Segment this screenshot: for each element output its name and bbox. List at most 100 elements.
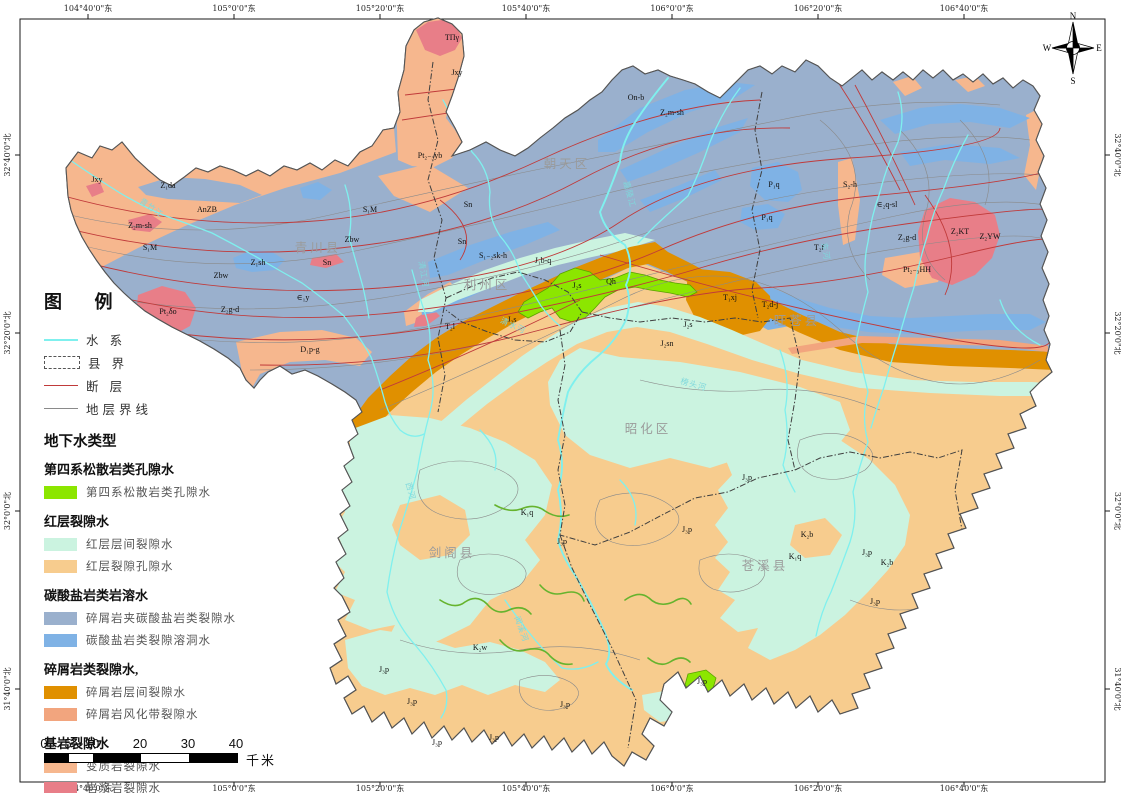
lon-label-bottom: 104°40'0"东 bbox=[64, 783, 112, 793]
geology-code-label: T₁xj bbox=[723, 293, 737, 302]
legend-item-label: 红层层间裂隙水 bbox=[86, 539, 174, 551]
geology-code-label: J₂s bbox=[572, 281, 581, 290]
lon-label-top: 106°0'0"东 bbox=[650, 3, 693, 13]
geology-code-label: J₃p bbox=[862, 548, 872, 557]
river-label: 清江河 bbox=[417, 260, 432, 288]
geology-code-label: S₁M bbox=[363, 205, 377, 214]
geology-code-label: P₁q bbox=[761, 213, 772, 222]
geology-code-label: Pt₂₋₃yb bbox=[418, 151, 442, 160]
legend-swatch-item: 碎屑岩风化带裂隙水 bbox=[44, 703, 294, 725]
legend-swatch-item: 碎屑岩层间裂隙水 bbox=[44, 681, 294, 703]
geology-code-label: J₃p bbox=[432, 738, 442, 747]
county-label: 苍溪县 bbox=[742, 559, 789, 573]
geology-code-label: J₃p bbox=[489, 733, 499, 742]
geology-code-label: Zbw bbox=[214, 271, 229, 280]
legend-item-label: 水 系 bbox=[86, 334, 127, 348]
region-mint-belt bbox=[418, 233, 655, 312]
legend-swatch-clastic_carbonate bbox=[44, 611, 77, 625]
lon-label-bottom: 105°20'0"东 bbox=[356, 783, 404, 793]
geology-code-label: T₂f bbox=[814, 243, 825, 252]
lon-label-top: 106°20'0"东 bbox=[794, 3, 842, 13]
geology-code-label: Pt₂₋₃HH bbox=[903, 265, 931, 274]
scale-bar-segment bbox=[141, 754, 189, 762]
legend-swatch-clastic_weathered bbox=[44, 707, 77, 721]
legend-swatch-magmatic bbox=[44, 781, 77, 793]
lat-label-right: 32°20'0"北 bbox=[1113, 311, 1121, 354]
geology-code-label: J₃p bbox=[682, 525, 692, 534]
scale-tick-label: 30 bbox=[180, 736, 196, 751]
fault-lines bbox=[66, 69, 1052, 391]
river-line-sample bbox=[44, 338, 78, 341]
lat-label-left: 31°40'0"北 bbox=[3, 667, 12, 710]
legend-swatch-redbed_interlayer bbox=[44, 537, 77, 551]
geology-code-label: Sn bbox=[458, 237, 466, 246]
scale-bar-segment bbox=[45, 754, 69, 762]
legend-swatch-redbed_pore bbox=[44, 559, 77, 573]
legend-line-items: 水 系县 界断 层地层界线 bbox=[44, 328, 294, 420]
compass-n-label: N bbox=[1070, 11, 1077, 21]
legend-group-header: 碎屑岩类裂隙水, bbox=[44, 662, 139, 677]
river-label: 西河 bbox=[404, 481, 418, 501]
geology-code-label: J₃p bbox=[407, 697, 417, 706]
lon-label-bottom: 105°40'0"东 bbox=[502, 783, 550, 793]
regions-tan-islands bbox=[392, 495, 842, 560]
geology-code-label: Z₂g-d bbox=[898, 233, 916, 242]
county-label: 昭化区 bbox=[625, 422, 672, 436]
geology-code-label: K₁q bbox=[789, 552, 802, 561]
geology-code-label: S₁M bbox=[143, 243, 157, 252]
geology-code-label: Z₂g-d bbox=[221, 305, 239, 314]
legend-section-title: 地下水类型 bbox=[44, 434, 117, 450]
legend-item-label: 地层界线 bbox=[86, 403, 153, 417]
geology-code-label: J₃p bbox=[870, 597, 880, 606]
legend-swatch-item: 红层裂隙孔隙水 bbox=[44, 555, 294, 577]
legend-swatch-item: 红层层间裂隙水 bbox=[44, 533, 294, 555]
legend-swatch-item: 第四系松散岩类孔隙水 bbox=[44, 481, 294, 503]
county-boundary-lines bbox=[427, 61, 963, 749]
compass-w-label: W bbox=[1043, 43, 1052, 53]
geology-code-label: J₃p bbox=[379, 665, 389, 674]
scale-bar: 0 5 10 20 30 40 千米 bbox=[40, 736, 344, 776]
county-line-sample bbox=[44, 356, 80, 369]
lon-label-bottom: 106°0'0"东 bbox=[650, 783, 693, 793]
geology-code-label: K₂b bbox=[881, 558, 894, 567]
geology-code-label: AnZB bbox=[197, 205, 217, 214]
geology-code-label: TΠγ bbox=[445, 33, 460, 42]
legend-item-county: 县 界 bbox=[44, 351, 294, 374]
county-label: 朝天区 bbox=[544, 157, 591, 171]
scale-tick-label: 40 bbox=[228, 736, 244, 751]
geology-code-label: Z₂KT bbox=[951, 227, 969, 236]
legend-title: 图 例 bbox=[44, 292, 127, 312]
geology-code-label: Sn bbox=[464, 200, 472, 209]
compass-s-label: S bbox=[1070, 76, 1075, 86]
geology-code-label: Pt₂δo bbox=[159, 307, 176, 316]
geology-code-label: T₂d-j bbox=[762, 300, 779, 309]
geology-code-label: J₃p bbox=[742, 473, 752, 482]
scale-tick-label: 5 bbox=[64, 736, 72, 751]
geology-code-label: K₂b bbox=[801, 530, 814, 539]
scale-tick-label: 0 bbox=[40, 736, 48, 751]
lat-label-left: 32°20'0"北 bbox=[3, 311, 12, 354]
river-lines bbox=[69, 77, 1041, 719]
scale-tick-label: 10 bbox=[84, 736, 100, 751]
geology-code-label: J₂sn bbox=[660, 339, 673, 348]
geology-code-label: Z₁da bbox=[160, 181, 176, 190]
legend-swatch-item: 碳酸盐岩类裂隙溶洞水 bbox=[44, 629, 294, 651]
region-salmon-loop-east bbox=[788, 336, 1048, 354]
lat-label-right: 31°40'0"北 bbox=[1113, 667, 1121, 710]
legend-item-label: 红层裂隙孔隙水 bbox=[86, 561, 174, 573]
geology-code-label: Z₁sh bbox=[251, 258, 266, 267]
legend-group-header: 基岩裂隙水 bbox=[44, 736, 110, 751]
lon-label-top: 105°20'0"东 bbox=[356, 3, 404, 13]
scale-bar-segment bbox=[69, 754, 93, 762]
lon-label-top: 105°40'0"东 bbox=[502, 3, 550, 13]
legend-item-strata: 地层界线 bbox=[44, 397, 294, 420]
lat-label-left: 32°40'0"北 bbox=[3, 133, 12, 176]
geology-code-label: J₂s bbox=[683, 320, 692, 329]
legend-item-label: 岩浆岩裂隙水 bbox=[86, 783, 161, 793]
legend-group-header: 碳酸盐岩类岩溶水 bbox=[44, 588, 149, 603]
geology-code-label: J₁b-q bbox=[535, 256, 552, 265]
geology-code-label: ∈₁y bbox=[297, 293, 310, 302]
geology-code-label: Jxy bbox=[91, 175, 102, 184]
north-arrow: N E S W bbox=[1043, 11, 1103, 86]
